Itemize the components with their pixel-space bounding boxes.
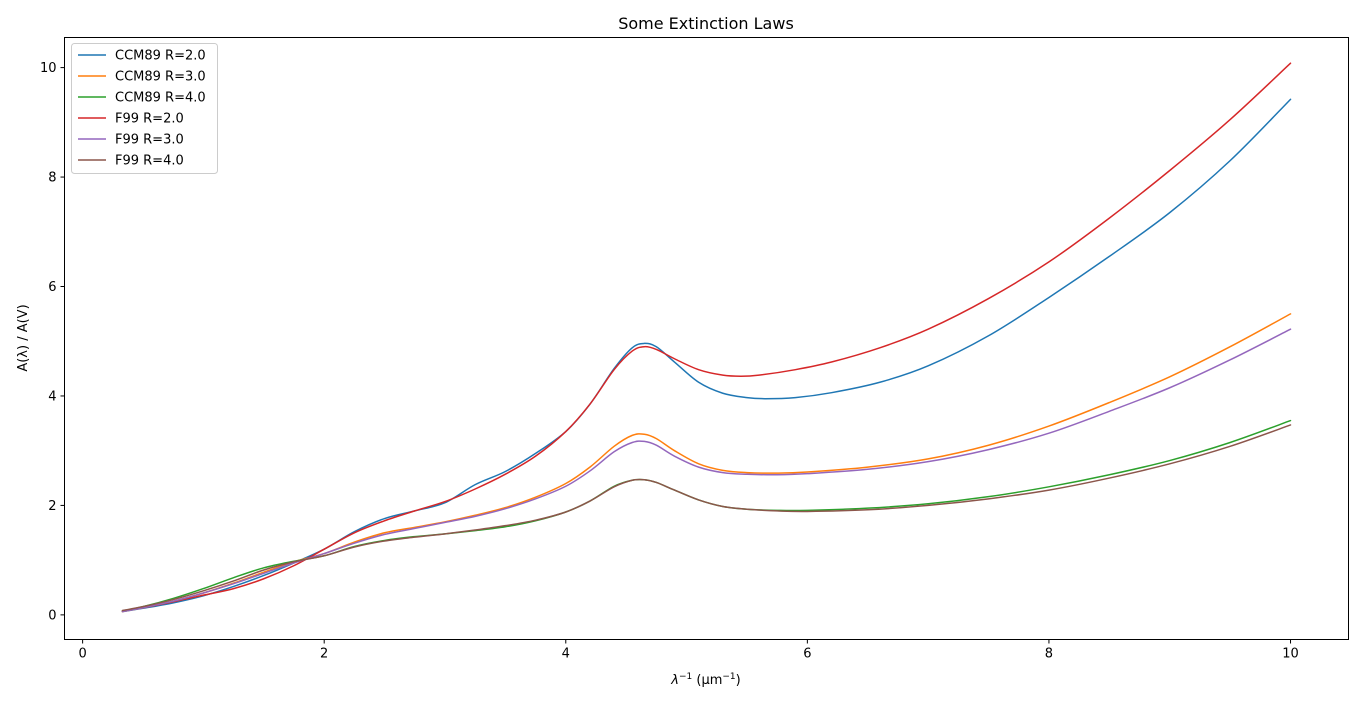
x-tick-label: 6 xyxy=(803,647,811,662)
x-axis-label: λ−1 (μm−1) xyxy=(670,672,740,688)
chart-title: Some Extinction Laws xyxy=(618,14,794,33)
x-axis-label-lambda: λ xyxy=(670,673,679,688)
y-axis-label: A(λ) / A(V) xyxy=(16,304,31,371)
series-lines xyxy=(121,62,1292,613)
legend-label-ccm89-r-2-0: CCM89 R=2.0 xyxy=(115,49,206,64)
x-tick-label: 10 xyxy=(1282,647,1299,662)
x-tick-label: 4 xyxy=(562,647,570,662)
legend-items: CCM89 R=2.0 CCM89 R=3.0 CCM89 R=4.0 F99 R=2… xyxy=(78,49,206,169)
legend-label-ccm89-r-4-0: CCM89 R=4.0 xyxy=(115,91,206,106)
legend-box xyxy=(71,43,218,174)
legend: CCM89 R=2.0 CCM89 R=3.0 CCM89 R=4.0 F99 R=2… xyxy=(71,43,218,174)
x-axis-label-sup2: −1 xyxy=(722,672,735,682)
y-tick-label: 10 xyxy=(40,61,57,76)
axes-ticks: 0 2 4 6 8 10 0 2 4 6 8 10 xyxy=(40,61,1299,661)
x-tick-label: 0 xyxy=(78,647,86,662)
y-tick-label: 0 xyxy=(48,608,56,623)
legend-label-f99-r-2-0: F99 R=2.0 xyxy=(115,112,184,127)
series-line-f99-r-2-0 xyxy=(121,62,1292,612)
x-tick-label: 2 xyxy=(320,647,328,662)
series-line-f99-r-4-0 xyxy=(121,424,1292,612)
legend-label-ccm89-r-3-0: CCM89 R=3.0 xyxy=(115,70,206,85)
x-axis-label-close: ) xyxy=(736,673,741,688)
y-tick-label: 2 xyxy=(48,499,56,514)
plot-frame xyxy=(64,37,1349,640)
y-tick-label: 6 xyxy=(48,280,56,295)
y-tick-label: 8 xyxy=(48,171,56,186)
legend-label-f99-r-4-0: F99 R=4.0 xyxy=(115,154,184,169)
x-axis-label-unit: (μm xyxy=(692,673,722,688)
y-tick-label: 4 xyxy=(48,389,56,404)
series-line-f99-r-3-0 xyxy=(121,328,1292,613)
x-tick-label: 8 xyxy=(1045,647,1053,662)
legend-label-f99-r-3-0: F99 R=3.0 xyxy=(115,133,184,148)
x-axis-label-sup1: −1 xyxy=(679,672,692,682)
